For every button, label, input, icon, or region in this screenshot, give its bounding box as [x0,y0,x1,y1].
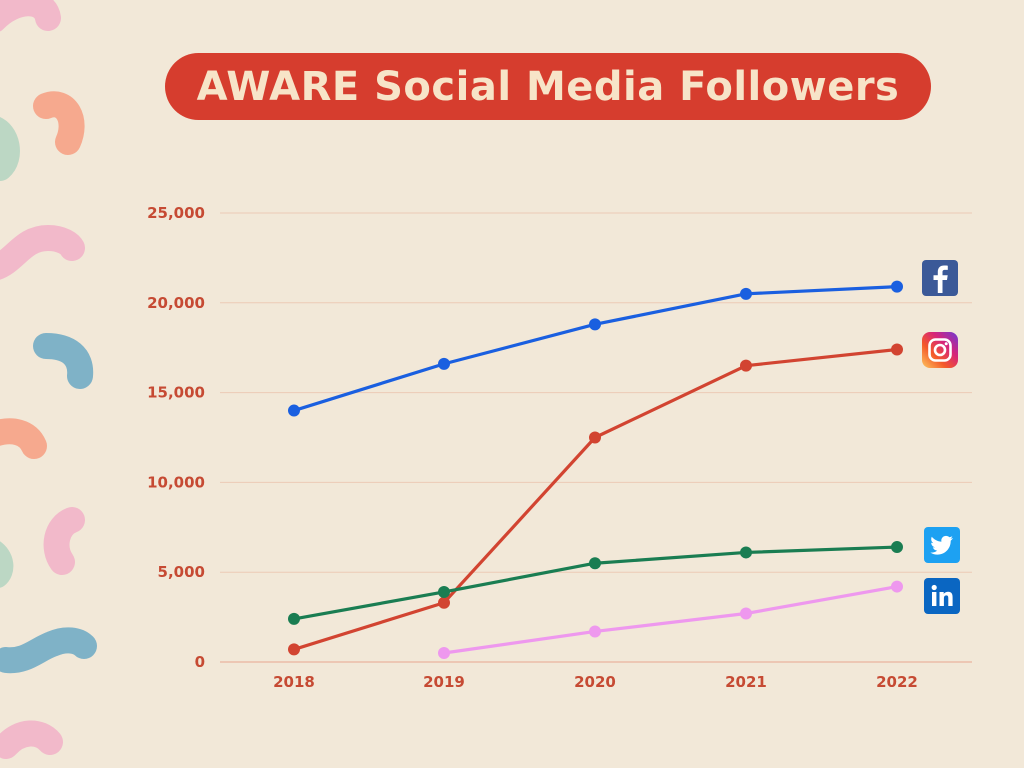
series-linkedin [438,580,903,660]
y-tick-label: 15,000 [147,384,205,402]
x-tick-label: 2021 [725,673,767,691]
y-tick-label: 20,000 [147,294,205,312]
squiggle-pink-4 [0,720,63,759]
x-tick-label: 2020 [574,673,616,691]
data-point [438,585,450,598]
squiggle-pink-2 [0,224,85,280]
squiggle-peach-1 [33,91,85,155]
y-tick-label: 5,000 [158,563,205,581]
series-line [292,347,899,652]
squiggle-green-1 [0,117,20,181]
axis-labels: 0 5,000 10,000 15,000 20,000 25,000 2018 2019 20… [147,204,918,691]
squiggle-peach-2 [0,418,47,459]
x-tick-label: 2022 [876,673,918,691]
title-banner: AWARE Social Media Followers [165,53,931,120]
data-point [740,607,752,620]
data-point [589,431,601,444]
series-icons [922,260,960,614]
series-twitter [288,541,903,625]
series-line [292,285,899,413]
data-point [438,596,450,609]
x-tick-label: 2019 [423,673,465,691]
squiggle-blue-2 [0,627,97,674]
data-point [891,280,903,293]
data-point [288,404,300,417]
y-tick-label: 25,000 [147,204,205,222]
data-point [740,359,752,372]
data-point [589,557,601,570]
data-point [438,357,450,370]
data-point [891,541,903,554]
series-facebook [288,280,903,417]
squiggle-pink-1 [0,0,61,32]
facebook-icon [922,260,958,296]
y-tick-label: 0 [195,653,205,671]
data-point [740,287,752,300]
series-line [442,584,899,655]
instagram-icon [922,332,958,368]
data-point [891,580,903,593]
data-point [288,643,300,656]
data-point [438,647,450,660]
linkedin-icon [924,578,960,614]
squiggle-green-2 [0,541,14,588]
data-point [589,625,601,638]
data-point [589,318,601,331]
squiggle-pink-3 [43,507,85,575]
data-point [288,612,300,625]
chart-title: AWARE Social Media Followers [196,63,900,110]
series-lines [288,280,903,660]
twitter-icon [924,527,960,563]
y-tick-label: 10,000 [147,473,205,491]
data-point [740,546,752,559]
series-instagram [288,343,903,656]
x-tick-label: 2018 [273,673,315,691]
squiggle-blue-1 [33,333,94,389]
grid-lines [220,212,972,663]
data-point [891,343,903,356]
